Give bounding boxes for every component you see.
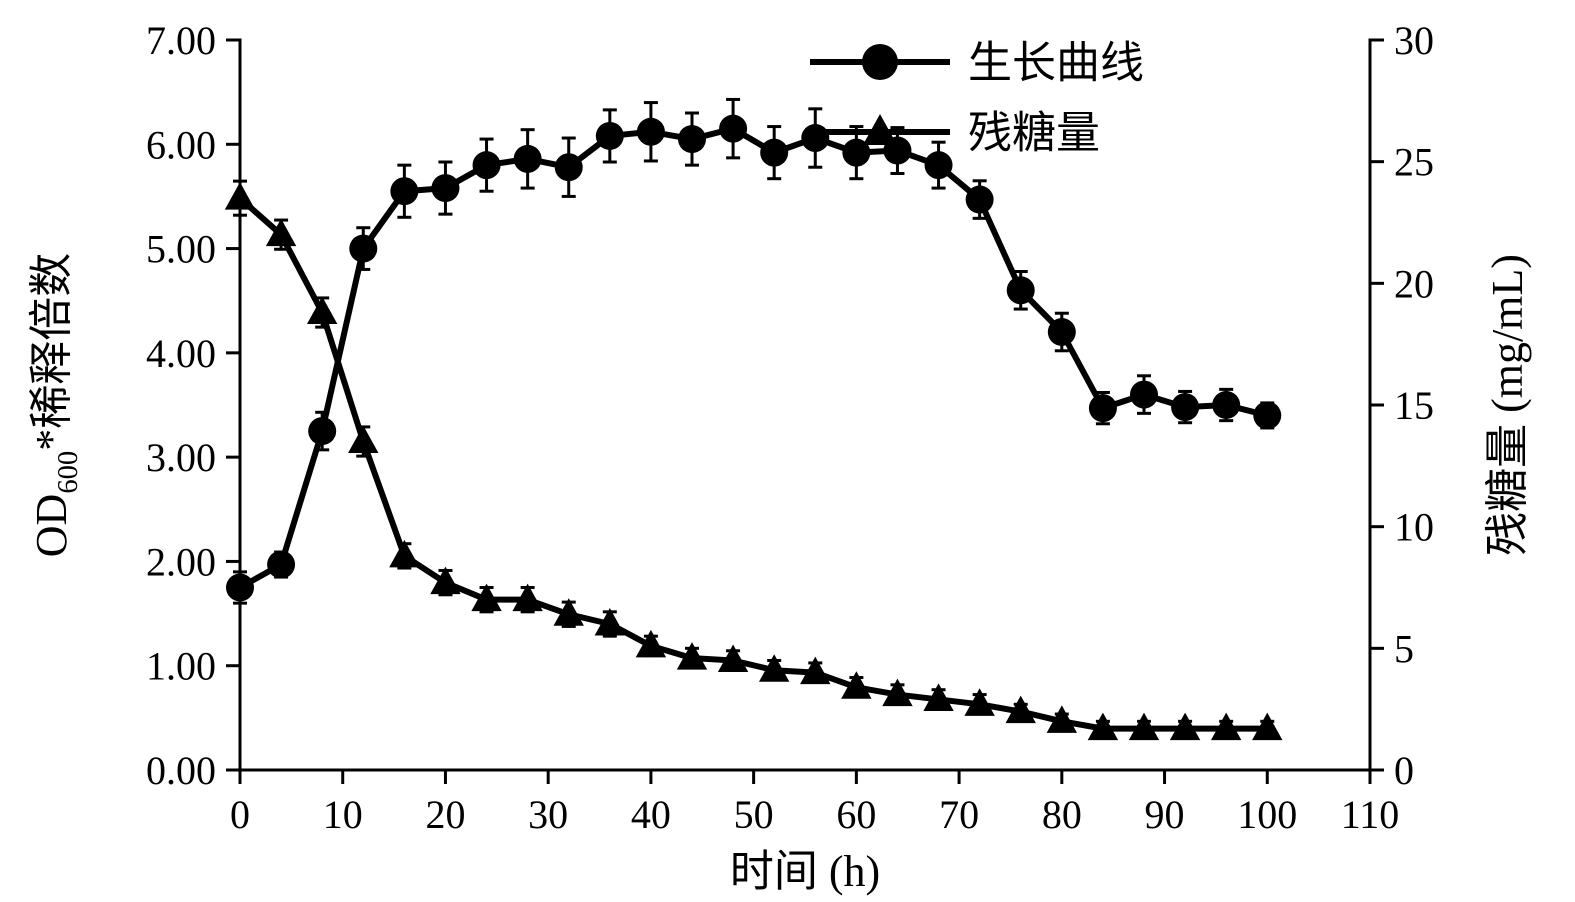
x-tick-label: 110 — [1341, 792, 1400, 837]
y2-axis-label: 残糖量 (mg/mL) — [1483, 254, 1532, 556]
y1-tick-label: 6.00 — [146, 122, 216, 167]
x-tick-label: 40 — [631, 792, 671, 837]
y1-tick-label: 3.00 — [146, 435, 216, 480]
y2-tick-label: 15 — [1394, 383, 1434, 428]
x-tick-label: 60 — [836, 792, 876, 837]
legend-label: 生长曲线 — [968, 38, 1144, 87]
x-tick-label: 0 — [230, 792, 250, 837]
y2-tick-label: 0 — [1394, 748, 1414, 793]
x-tick-label: 10 — [323, 792, 363, 837]
dual-axis-line-chart: 01020304050607080901001100.001.002.003.0… — [0, 0, 1575, 902]
x-axis-label: 时间 (h) — [730, 847, 880, 896]
x-tick-label: 90 — [1145, 792, 1185, 837]
x-tick-label: 80 — [1042, 792, 1082, 837]
svg-text:OD600*稀释倍数: OD600*稀释倍数 — [27, 253, 84, 557]
chart-container: 01020304050607080901001100.001.002.003.0… — [0, 0, 1575, 902]
y2-tick-label: 25 — [1394, 140, 1434, 185]
y1-tick-label: 0.00 — [146, 748, 216, 793]
y1-tick-label: 2.00 — [146, 539, 216, 584]
y2-tick-label: 30 — [1394, 18, 1434, 63]
y2-tick-label: 5 — [1394, 626, 1414, 671]
svg-text:残糖量 (mg/mL): 残糖量 (mg/mL) — [1483, 254, 1532, 556]
x-tick-label: 20 — [425, 792, 465, 837]
y1-tick-label: 1.00 — [146, 644, 216, 689]
y1-tick-label: 5.00 — [146, 227, 216, 272]
x-tick-label: 50 — [734, 792, 774, 837]
y1-axis-label: OD600*稀释倍数 — [27, 253, 84, 557]
x-tick-label: 70 — [939, 792, 979, 837]
y2-tick-label: 20 — [1394, 261, 1434, 306]
x-tick-label: 100 — [1237, 792, 1297, 837]
y1-tick-label: 7.00 — [146, 18, 216, 63]
y2-tick-label: 10 — [1394, 505, 1434, 550]
legend-label: 残糖量 — [968, 108, 1100, 157]
x-tick-label: 30 — [528, 792, 568, 837]
y1-tick-label: 4.00 — [146, 331, 216, 376]
